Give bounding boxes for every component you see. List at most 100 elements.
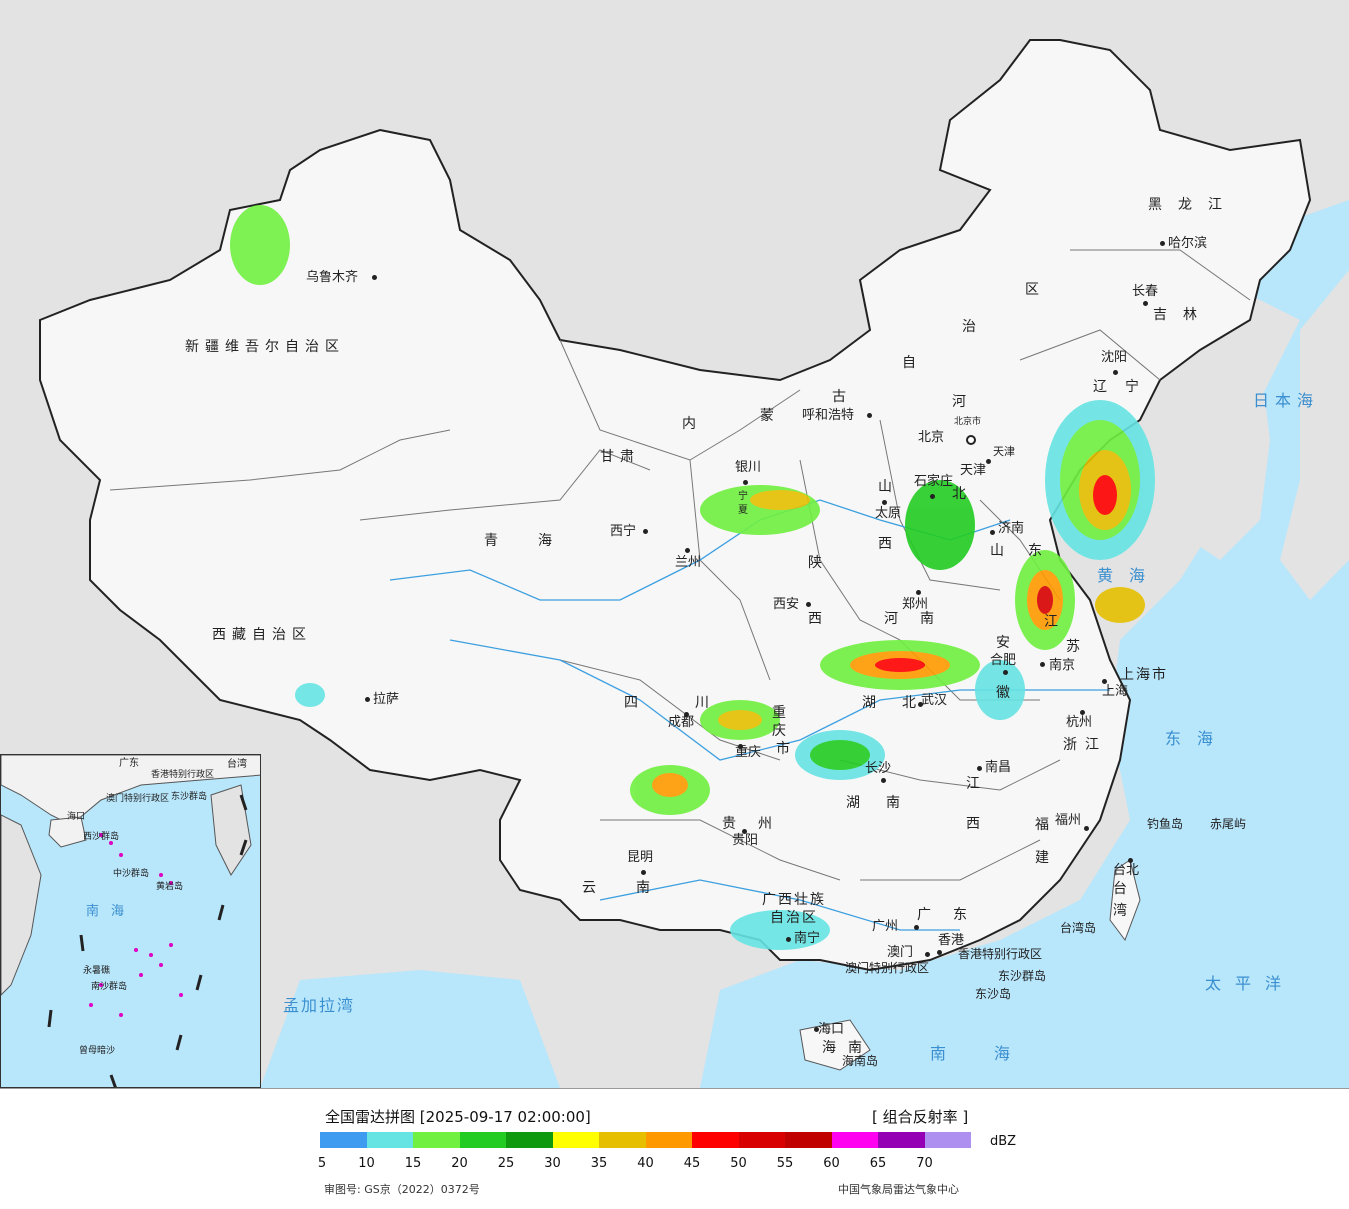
scale-tick: 25 xyxy=(497,1156,515,1171)
label-hk-sar: 香港特别行政区 xyxy=(958,947,1043,961)
label-taiwan-1: 台 xyxy=(1113,881,1133,897)
dot-changchun xyxy=(1143,301,1148,306)
label-neimenggu-2: 蒙 xyxy=(760,408,780,424)
label-shaanxi-2: 西 xyxy=(808,611,828,627)
label-chengdu: 成都 xyxy=(668,715,695,730)
legend-unit: dBZ xyxy=(990,1134,1017,1149)
dot-hongkong xyxy=(937,950,942,955)
label-taiwan-island: 台湾岛 xyxy=(1060,921,1097,935)
dot-nanchang xyxy=(977,766,982,771)
inset-label-taiwan: 台湾 xyxy=(227,759,247,770)
label-hubei: 湖北 xyxy=(862,695,942,711)
color-swatch xyxy=(738,1132,785,1148)
label-shandong-2: 东 xyxy=(1028,543,1048,559)
label-tianjin-prov: 天津 xyxy=(993,445,1015,458)
inset-label-haikou: 海口 xyxy=(67,812,86,822)
label-xizang: 西藏自治区 xyxy=(212,627,312,643)
color-swatch xyxy=(645,1132,692,1148)
dot-jinan xyxy=(990,530,995,535)
label-diaoyu: 钓鱼岛 xyxy=(1147,817,1184,831)
label-ningxia-1: 宁 xyxy=(738,491,748,502)
inset-canvas xyxy=(1,755,260,1087)
label-heilongjiang: 黑龙江 xyxy=(1148,197,1238,213)
label-hebei-1: 河 xyxy=(952,394,972,410)
color-swatch xyxy=(599,1132,646,1148)
label-dongsha-islands: 东沙群岛 xyxy=(998,969,1047,983)
label-hainan-1: 海 xyxy=(822,1040,842,1056)
scale-tick: 10 xyxy=(358,1156,375,1171)
label-haikou: 海口 xyxy=(818,1022,845,1037)
color-swatch xyxy=(878,1132,925,1148)
label-macau-sar: 澳门特别行政区 xyxy=(845,961,930,975)
province-borders xyxy=(109,249,1251,881)
inset-label-south-sea: 南海 xyxy=(86,904,137,919)
dot-macau xyxy=(925,952,930,957)
label-anhui-2: 徽 xyxy=(996,685,1016,701)
label-macau: 澳门 xyxy=(887,945,914,960)
color-swatch xyxy=(785,1132,832,1148)
label-shanghai: 上海市 xyxy=(1120,667,1168,683)
scale-tick: 5 xyxy=(317,1156,327,1171)
label-chongqing-2: 庆 xyxy=(772,723,792,739)
label-zhengzhou: 郑州 xyxy=(902,597,929,612)
label-jinan: 济南 xyxy=(998,521,1025,536)
label-anhui-1: 安 xyxy=(996,635,1016,651)
label-taibei: 台北 xyxy=(1113,863,1140,878)
inset-label-dongsha: 东沙群岛 xyxy=(171,792,208,802)
inset-label-nansha: 南沙群岛 xyxy=(91,982,128,992)
dot-lanzhou xyxy=(685,548,690,553)
inset-label-yongshu: 永暑礁 xyxy=(83,966,111,976)
dot-hohhot xyxy=(867,413,872,418)
label-gansu: 甘肃 xyxy=(600,449,640,465)
color-swatch xyxy=(831,1132,878,1148)
dot-nanning xyxy=(786,937,791,942)
japan-land xyxy=(1280,270,1349,600)
label-jiangxi-1: 江 xyxy=(966,776,986,792)
color-swatch xyxy=(506,1132,553,1148)
dot-chongqing xyxy=(738,744,743,749)
label-hefei: 合肥 xyxy=(990,653,1017,668)
label-shanghai: 上海 xyxy=(1102,684,1129,699)
dot-taibei xyxy=(1128,858,1133,863)
agency-label: 中国气象局雷达气象中心 xyxy=(838,1183,959,1196)
color-swatch xyxy=(459,1132,506,1148)
inset-label-zengmu: 曾母暗沙 xyxy=(79,1046,116,1056)
label-henan: 河南 xyxy=(884,611,956,627)
label-neimenggu-5: 治 xyxy=(962,319,982,335)
label-japan-sea: 日本海 xyxy=(1253,391,1320,410)
dot-hangzhou xyxy=(1080,710,1085,715)
bay-of-bengal xyxy=(260,970,560,1088)
label-liaoning: 辽宁 xyxy=(1093,379,1157,395)
label-qinghai: 青海 xyxy=(484,533,592,549)
scale-tick: 15 xyxy=(404,1156,422,1171)
label-nanchang: 南昌 xyxy=(985,760,1012,775)
hainan-island xyxy=(799,1019,871,1071)
label-kunming: 昆明 xyxy=(627,850,654,865)
label-yinchuan: 银川 xyxy=(735,460,762,475)
dot-zhengzhou xyxy=(916,590,921,595)
label-shanxi-2: 西 xyxy=(878,536,898,552)
label-fuzhou: 福州 xyxy=(1055,813,1082,828)
dot-wuhan xyxy=(918,702,923,707)
label-neimenggu-3: 古 xyxy=(832,389,852,405)
label-hongkong: 香港 xyxy=(938,933,965,948)
label-jiangsu-2: 苏 xyxy=(1066,639,1086,655)
radar-map: 新疆维吾尔自治区 西藏自治区 青海 甘肃 内 蒙 古 自 治 区 黑龙江 吉林 … xyxy=(0,0,1349,1088)
scale-tick: 35 xyxy=(590,1156,608,1171)
scale-tick: 70 xyxy=(916,1156,933,1171)
dot-haikou xyxy=(814,1027,819,1032)
label-urumqi: 乌鲁木齐 xyxy=(306,270,359,285)
dot-yinchuan xyxy=(743,480,748,485)
label-wuhan: 武汉 xyxy=(921,693,948,708)
inset-label-hk: 香港特别行政区 xyxy=(151,770,215,780)
label-shijiazhuang: 石家庄 xyxy=(914,474,954,489)
radar-echoes xyxy=(230,205,1155,950)
inset-label-guangdong: 广东 xyxy=(119,758,139,769)
label-hangzhou: 杭州 xyxy=(1066,715,1093,730)
label-fujian-2: 建 xyxy=(1035,850,1055,866)
label-hainan-island: 海南岛 xyxy=(842,1054,879,1068)
label-ningxia-2: 夏 xyxy=(738,505,748,516)
label-taiyuan: 太原 xyxy=(875,506,902,521)
label-hunan: 湖南 xyxy=(846,795,926,811)
label-beijing: 北京 xyxy=(918,430,945,445)
